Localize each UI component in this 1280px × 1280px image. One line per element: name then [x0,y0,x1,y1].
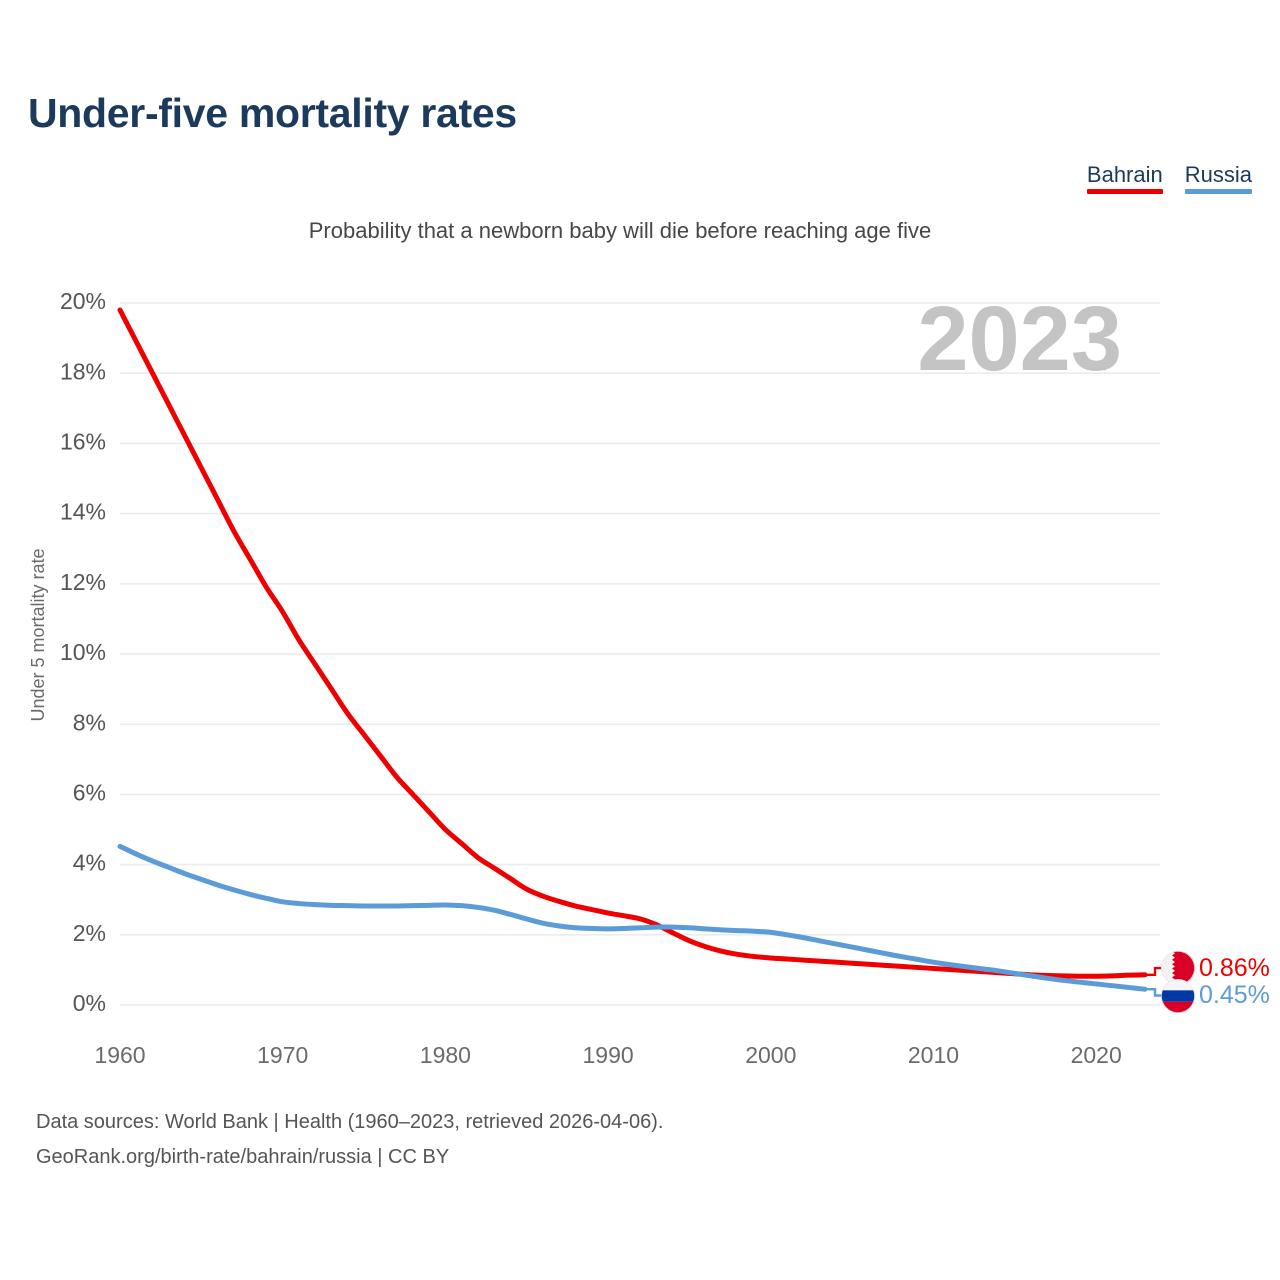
y-axis-tick-label: 12% [60,569,106,595]
series-line-bahrain [117,307,1148,979]
end-label-bahrain[interactable]: 0.86% [1161,951,1270,986]
legend-item-bahrain[interactable]: Bahrain [1086,162,1163,195]
footer-data-sources: Data sources: World Bank | Health (1960–… [36,1111,664,1133]
end-label-value-bahrain: 0.86% [1199,953,1270,982]
y-axis-tick-label: 6% [73,779,106,805]
y-axis-tick-label: 14% [60,499,106,525]
legend-swatch-bahrain [1086,189,1163,195]
x-axis-tick-label: 2000 [745,1042,796,1068]
y-axis-title: Under 5 mortality rate [28,548,48,721]
series-lines [117,307,1148,992]
legend: Bahrain Russia [1086,162,1252,195]
x-axis-tick-label: 1990 [583,1042,634,1068]
y-axis-tick-label: 4% [73,850,106,876]
leader-line-bahrain [1145,966,1165,976]
x-axis-tick-label: 1970 [257,1042,308,1068]
y-axis-tick-label: 0% [73,990,106,1016]
leader-lines [1145,966,1165,997]
y-axis-tick-labels: 0% 2% 4% 6% 8% 10% 12% 14% 16% 18% 20% [60,288,106,1016]
chart-subtitle: Probability that a newborn baby will die… [308,218,932,243]
footer: Data sources: World Bank | Health (1960–… [36,1105,663,1175]
legend-swatch-russia [1184,189,1252,195]
end-label-value-russia: 0.45% [1199,981,1270,1010]
y-axis-tick-label: 10% [60,639,106,665]
y-axis-tick-label: 18% [60,358,106,384]
gridlines [120,302,1160,1006]
y-axis-tick-label: 16% [60,428,106,454]
x-axis-tick-label: 1960 [94,1042,145,1068]
x-axis-tick-labels: 1960 1970 1980 1990 2000 2010 2020 [94,1042,1121,1068]
legend-label-russia: Russia [1184,162,1252,187]
end-label-russia[interactable]: 0.45% [1161,978,1270,1013]
x-axis-tick-label: 2010 [908,1042,959,1068]
x-axis-tick-label: 2020 [1071,1042,1122,1068]
legend-label-bahrain: Bahrain [1086,162,1163,187]
bahrain-flag-icon [1161,951,1195,986]
y-axis-tick-label: 2% [73,920,106,946]
series-line-russia [117,843,1148,992]
russia-flag-icon [1161,978,1195,1013]
y-axis-tick-label: 8% [73,709,106,735]
page-title: Under-five mortality rates [28,90,517,136]
legend-item-russia[interactable]: Russia [1184,162,1252,195]
footer-attribution: GeoRank.org/birth-rate/bahrain/russia | … [36,1146,450,1168]
leader-line-russia [1145,988,1165,997]
x-axis-tick-label: 1980 [420,1042,471,1068]
y-axis-tick-label: 20% [60,288,106,314]
year-watermark: 2023 [917,288,1122,390]
